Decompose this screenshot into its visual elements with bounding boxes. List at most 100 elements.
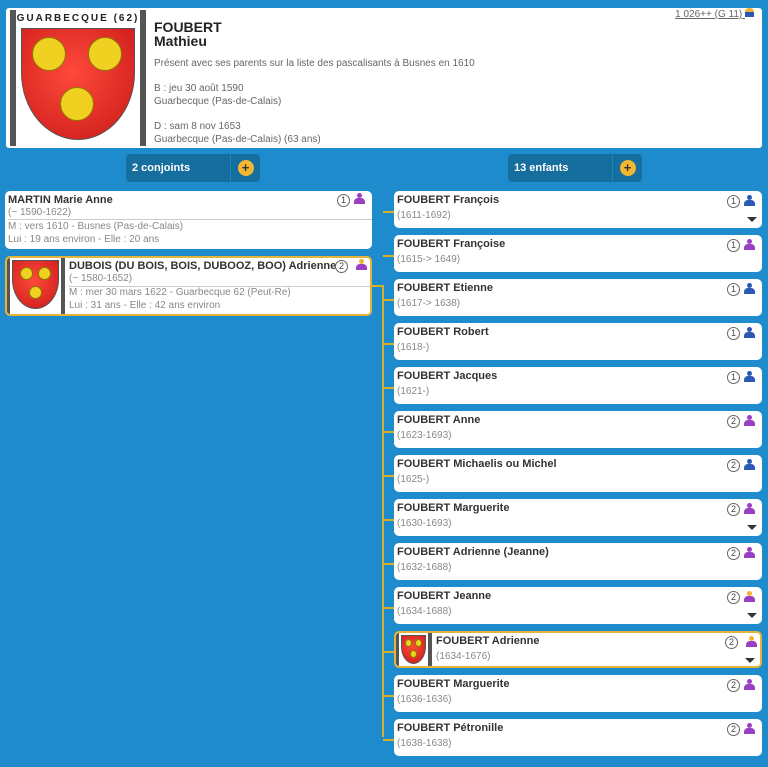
- child-name[interactable]: FOUBERT Marguerite: [397, 678, 510, 690]
- child-name[interactable]: FOUBERT François: [397, 194, 500, 206]
- child-dates: (1634-1688): [397, 606, 452, 617]
- child-card[interactable]: FOUBERT Anne (1623-1693) 2: [394, 411, 762, 448]
- female-person-icon: [744, 415, 755, 426]
- spouse-dates: (~ 1580-1652): [69, 273, 133, 284]
- connector-tick: [383, 651, 394, 653]
- children-header: 13 enfants +: [508, 154, 642, 182]
- child-card[interactable]: FOUBERT François (1611-1692) 1: [394, 191, 762, 228]
- male-person-icon: [744, 283, 755, 294]
- age-info: Lui : 19 ans environ - Elle : 20 ans: [8, 234, 160, 245]
- female-person-icon: [744, 679, 755, 690]
- child-dates: (1634-1676): [436, 651, 491, 662]
- person-icon: [745, 8, 754, 17]
- union-number: 1: [727, 327, 740, 340]
- child-name[interactable]: FOUBERT Jacques: [397, 370, 498, 382]
- spouses-header: 2 conjoints +: [126, 154, 260, 182]
- child-name[interactable]: FOUBERT Anne: [397, 414, 481, 426]
- death-place: Guarbecque (Pas-de-Calais) (63 ans): [154, 134, 321, 145]
- child-name[interactable]: FOUBERT Etienne: [397, 282, 493, 294]
- union-number: 2: [727, 415, 740, 428]
- union-number: 2: [727, 723, 740, 736]
- connector-tick: [383, 695, 394, 697]
- spouse-name[interactable]: DUBOIS (DU BOIS, BOIS, DUBOOZ, BOO) Adri…: [69, 260, 337, 272]
- plus-icon: +: [619, 160, 636, 176]
- crest-town: GUARBECQUE (62): [16, 13, 140, 24]
- child-dates: (1623-1693): [397, 430, 452, 441]
- coat-of-arms-thumbnail: [396, 633, 432, 666]
- female-person-icon: [354, 193, 365, 204]
- child-dates: (1617-> 1638): [397, 298, 461, 309]
- expand-arrow-icon[interactable]: [745, 658, 755, 663]
- child-name[interactable]: FOUBERT Jeanne: [397, 590, 492, 602]
- union-number: 2: [727, 459, 740, 472]
- child-card[interactable]: FOUBERT Marguerite (1630-1693) 2: [394, 499, 762, 536]
- person-card: GUARBECQUE (62) FOUBERT Mathieu Présent a…: [6, 8, 762, 148]
- male-person-icon: [744, 195, 755, 206]
- child-card[interactable]: FOUBERT Adrienne (Jeanne) (1632-1688) 2: [394, 543, 762, 580]
- sosa-number[interactable]: 1 026++ (G 11): [675, 9, 743, 20]
- connector-tick: [383, 255, 394, 257]
- connector-tick: [383, 343, 394, 345]
- union-number: 1: [727, 195, 740, 208]
- death-date: D : sam 8 nov 1653: [154, 121, 241, 132]
- union-number: 2: [727, 591, 740, 604]
- female-person-icon: [744, 723, 755, 734]
- child-name[interactable]: FOUBERT Michaelis ou Michel: [397, 458, 557, 470]
- child-dates: (1621-): [397, 386, 430, 397]
- child-dates: (1615-> 1649): [397, 254, 461, 265]
- birth-place: Guarbecque (Pas-de-Calais): [154, 96, 282, 107]
- expand-arrow-icon[interactable]: [747, 525, 757, 530]
- plus-icon: +: [237, 160, 254, 176]
- child-dates: (1625-): [397, 474, 430, 485]
- connector-tick: [383, 299, 394, 301]
- union-number: 2: [725, 636, 738, 649]
- child-dates: (1611-1692): [397, 210, 451, 221]
- child-name[interactable]: FOUBERT Marguerite: [397, 502, 510, 514]
- connector-tick: [383, 431, 394, 433]
- marriage-info: M : mer 30 mars 1622 - Guarbecque 62 (Pe…: [69, 287, 291, 298]
- child-card[interactable]: FOUBERT Robert (1618-) 1: [394, 323, 762, 360]
- child-card[interactable]: FOUBERT Marguerite (1636-1636) 2: [394, 675, 762, 712]
- child-name[interactable]: FOUBERT Adrienne: [436, 635, 540, 647]
- child-card[interactable]: FOUBERT Etienne (1617-> 1638) 1: [394, 279, 762, 316]
- mixed-person-icon: [744, 591, 755, 602]
- male-person-icon: [744, 459, 755, 470]
- connector-tick: [383, 739, 394, 741]
- child-name[interactable]: FOUBERT Adrienne (Jeanne): [397, 546, 549, 558]
- spouse-dates: (~ 1590-1622): [8, 207, 72, 218]
- connector-tick: [383, 563, 394, 565]
- spouse-card[interactable]: DUBOIS (DU BOIS, BOIS, DUBOOZ, BOO) Adri…: [5, 256, 372, 316]
- child-card[interactable]: FOUBERT Pétronille (1638-1638) 2: [394, 719, 762, 756]
- expand-arrow-icon[interactable]: [747, 613, 757, 618]
- person-note: Présent avec ses parents sur la liste de…: [154, 58, 475, 69]
- child-name[interactable]: FOUBERT Robert: [397, 326, 489, 338]
- male-person-icon: [744, 371, 755, 382]
- child-name[interactable]: FOUBERT Françoise: [397, 238, 506, 250]
- coat-of-arms-thumbnail: [7, 258, 65, 314]
- connector-tick: [383, 475, 394, 477]
- connector-tick: [383, 387, 394, 389]
- union-number: 1: [727, 371, 740, 384]
- female-person-icon: [744, 503, 755, 514]
- child-name[interactable]: FOUBERT Pétronille: [397, 722, 504, 734]
- connector-tick: [383, 519, 394, 521]
- child-dates: (1636-1636): [397, 694, 452, 705]
- spouse-name[interactable]: MARTIN Marie Anne: [8, 194, 113, 206]
- child-card[interactable]: FOUBERT Adrienne (1634-1676) 2: [394, 631, 762, 668]
- union-number: 1: [727, 239, 740, 252]
- child-card[interactable]: FOUBERT Jeanne (1634-1688) 2: [394, 587, 762, 624]
- expand-arrow-icon[interactable]: [747, 217, 757, 222]
- coat-of-arms: GUARBECQUE (62): [10, 10, 146, 146]
- age-info: Lui : 31 ans - Elle : 42 ans environ: [69, 300, 221, 311]
- sosa-link[interactable]: 1 026++ (G 11): [675, 8, 754, 20]
- child-card[interactable]: FOUBERT Françoise (1615-> 1649) 1: [394, 235, 762, 272]
- spouse-card[interactable]: MARTIN Marie Anne (~ 1590-1622) M : vers…: [5, 191, 372, 249]
- add-child-button[interactable]: +: [612, 154, 642, 182]
- union-number: 2: [727, 503, 740, 516]
- add-spouse-button[interactable]: +: [230, 154, 260, 182]
- female-person-icon: [744, 239, 755, 250]
- child-card[interactable]: FOUBERT Michaelis ou Michel (1625-) 2: [394, 455, 762, 492]
- connector-tick: [383, 607, 394, 609]
- child-card[interactable]: FOUBERT Jacques (1621-) 1: [394, 367, 762, 404]
- birth-date: B : jeu 30 août 1590: [154, 83, 244, 94]
